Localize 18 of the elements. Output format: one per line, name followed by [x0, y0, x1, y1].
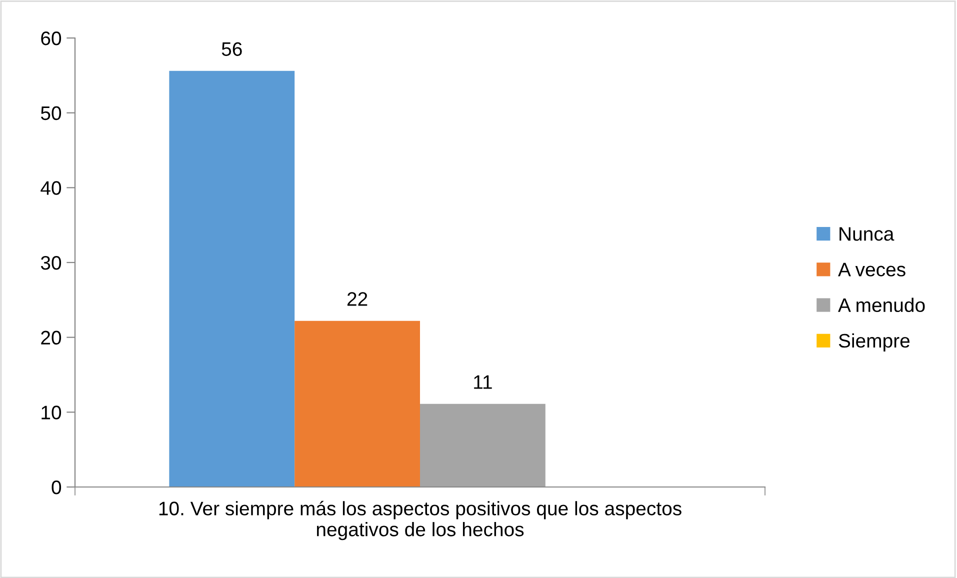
- bar: [294, 320, 420, 487]
- data-label: 11: [474, 375, 492, 389]
- data-label: 22: [347, 292, 368, 306]
- bar: [420, 404, 546, 487]
- legend-label: Siempre: [838, 333, 910, 352]
- y-tick-label: 60: [41, 31, 62, 46]
- data-label: 56: [222, 42, 242, 56]
- legend-label: A veces: [838, 262, 906, 276]
- legend-label: Nunca: [840, 227, 894, 241]
- y-tick-label: 30: [40, 256, 62, 270]
- y-tick-label: 40: [40, 181, 62, 195]
- bar: [169, 70, 295, 487]
- y-tick-label: 0: [52, 480, 62, 494]
- y-tick-label: 10: [42, 406, 62, 420]
- y-tick-label: 20: [41, 330, 62, 345]
- y-tick-label: 50: [40, 106, 62, 120]
- x-tick-label: 10. Ver siempre más los aspectos positivos que los aspectos negativos de los hechos: [159, 500, 682, 540]
- legend-label: A menudo: [838, 298, 925, 312]
